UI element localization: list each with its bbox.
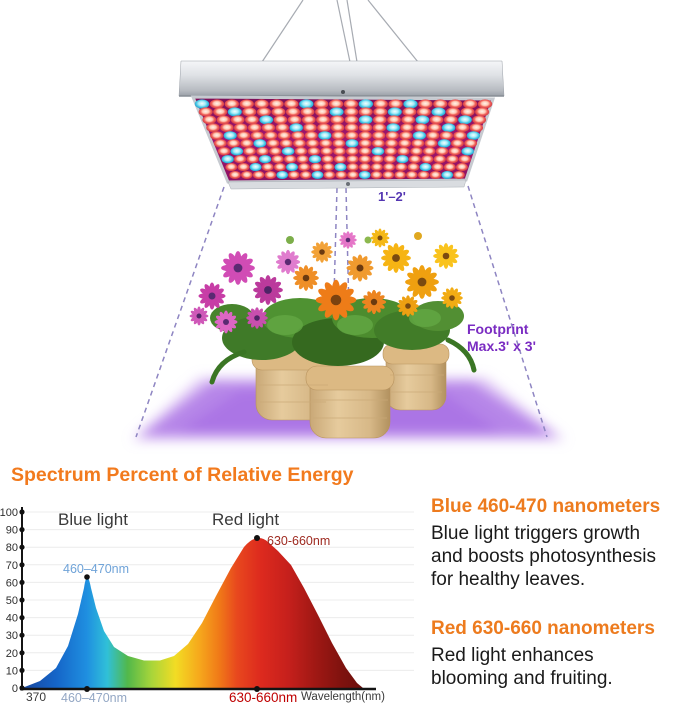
blue-region-label: Blue light xyxy=(58,510,128,529)
footprint-label-line2: Max.3' x 3' xyxy=(467,338,536,354)
pot-center-rim xyxy=(305,365,395,391)
footprint-label: Footprint Max.3' x 3' xyxy=(467,321,536,354)
wavelength-info-panel: Blue 460-470 nanometers Blue light trigg… xyxy=(431,496,673,690)
x-red-label: 630-660nm xyxy=(229,690,297,705)
svg-text:70: 70 xyxy=(6,560,18,572)
hang-distance-label: 1'–2' xyxy=(378,189,406,204)
led-grid xyxy=(194,99,493,179)
y-axis-ticks xyxy=(19,509,25,691)
guide-line-right xyxy=(467,185,548,438)
svg-text:20: 20 xyxy=(6,648,18,660)
blue-peak-annotation: 460–470nm xyxy=(63,562,129,576)
y-axis-labels: 0 10 20 30 40 50 60 70 80 90 100 xyxy=(0,507,18,695)
blue-info-heading: Blue 460-470 nanometers xyxy=(431,496,661,517)
panel-screw-top xyxy=(341,90,345,94)
daisy-blooms xyxy=(189,228,463,334)
svg-text:90: 90 xyxy=(6,525,18,537)
x-axis-title: Wavelength(nm) xyxy=(301,691,385,703)
burlap-pots xyxy=(251,343,450,439)
spectrum-chart: Spectrum Percent of Relative Energy 0 10… xyxy=(0,464,414,705)
potted-flowers xyxy=(189,228,477,439)
svg-text:50: 50 xyxy=(6,595,18,607)
hanging-wires xyxy=(261,0,419,63)
scene-illustration: 1'–2' xyxy=(132,0,565,440)
grow-light-panel xyxy=(178,60,505,190)
svg-text:10: 10 xyxy=(6,665,18,677)
red-peak-dot xyxy=(254,535,260,541)
red-axis-dot xyxy=(254,686,260,692)
red-info-body: Red light enhances blooming and fruiting… xyxy=(431,645,613,690)
svg-text:40: 40 xyxy=(6,613,18,625)
svg-text:100: 100 xyxy=(0,507,18,519)
x-blue-label: 460–470nm xyxy=(61,691,127,705)
blue-peak-dot xyxy=(84,574,90,580)
guide-line-left xyxy=(135,186,225,438)
svg-text:30: 30 xyxy=(6,630,18,642)
burlap-weave-lines xyxy=(258,374,444,419)
red-region-label: Red light xyxy=(212,510,279,529)
blue-info-body: Blue light triggers growth and boosts ph… xyxy=(431,522,656,591)
chart-title: Spectrum Percent of Relative Energy xyxy=(11,464,354,486)
x-start-label: 370 xyxy=(26,690,46,704)
footprint-label-line1: Footprint xyxy=(467,321,529,337)
svg-text:80: 80 xyxy=(6,542,18,554)
panel-screw-bottom xyxy=(346,182,350,186)
svg-text:0: 0 xyxy=(12,683,18,695)
blue-axis-dot xyxy=(84,686,90,692)
svg-text:60: 60 xyxy=(6,577,18,589)
red-info-heading: Red 630-660 nanometers xyxy=(431,618,655,640)
spectrum-curve xyxy=(22,538,363,688)
red-peak-annotation: 630-660nm xyxy=(267,534,330,548)
